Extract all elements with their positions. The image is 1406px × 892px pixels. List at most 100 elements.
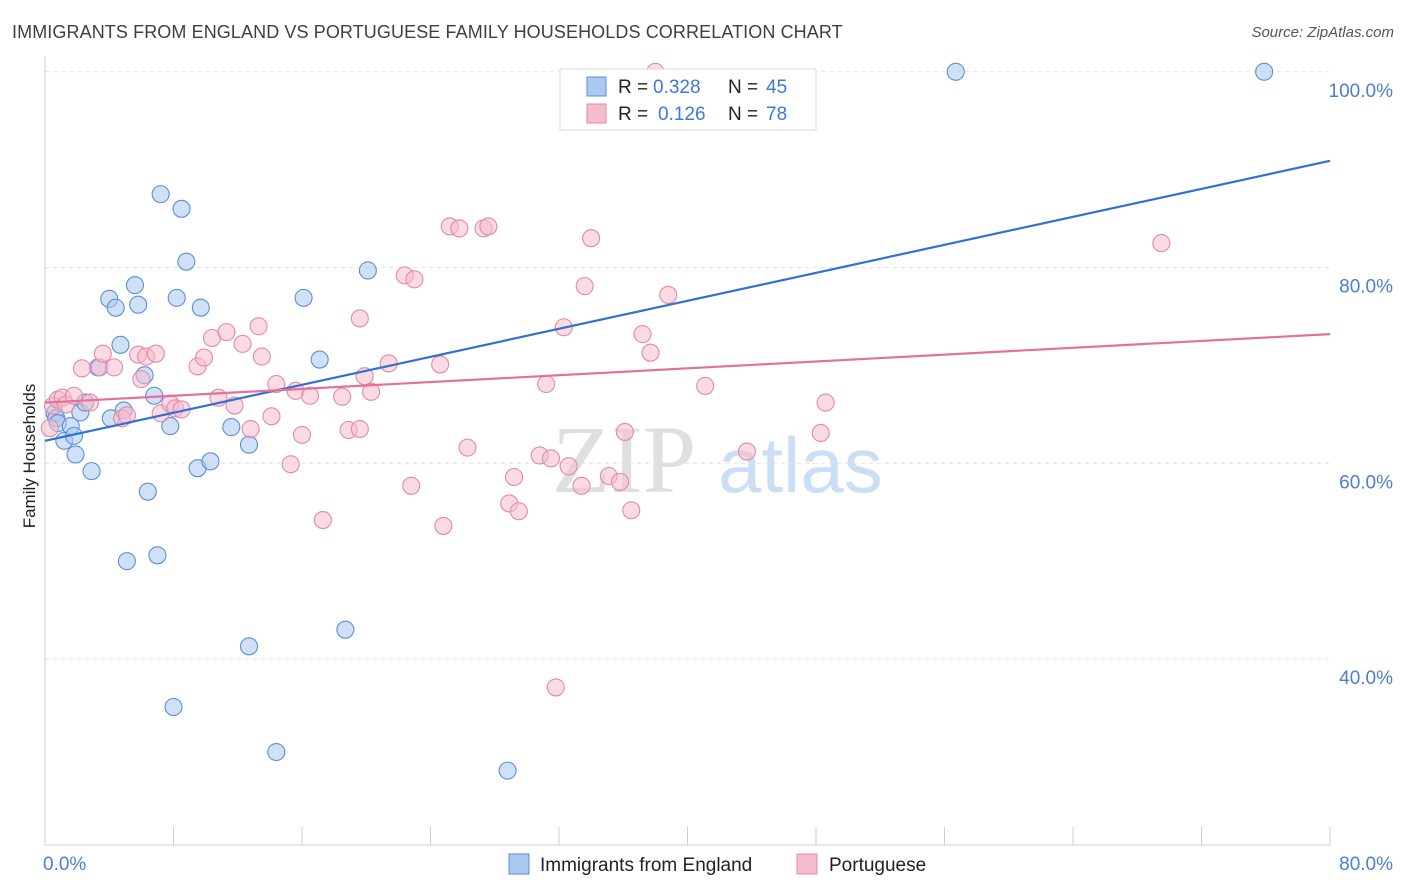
source-label: Source: ZipAtlas.com (1251, 24, 1394, 41)
point-pink-40 (350, 419, 369, 439)
point-blue-9 (82, 462, 101, 481)
point-pink-9 (93, 344, 112, 363)
trend-line-blue (44, 159, 1331, 442)
legend-r-label-pink: R = (618, 104, 653, 125)
point-pink-32 (267, 374, 286, 394)
point-blue-17 (125, 276, 144, 295)
chart-title: IMMIGRANTS FROM ENGLAND VS PORTUGUESE FA… (12, 22, 843, 42)
point-blue-22 (148, 546, 167, 565)
y-tick-label-3: 100.0% (1329, 81, 1394, 102)
y-tick-label-2: 80.0% (1339, 277, 1393, 298)
legend-n-value-pink: 78 (766, 104, 787, 125)
point-pink-33 (281, 455, 300, 474)
legend-swatch-pink (586, 103, 607, 124)
point-pink-65 (575, 277, 594, 296)
point-pink-28 (241, 419, 260, 439)
legend-r-value-pink: 0.126 (658, 104, 706, 125)
y-tick-label-1: 60.0% (1339, 472, 1393, 493)
point-pink-38 (333, 387, 352, 406)
x-tick-label-0: 0.0% (43, 854, 86, 875)
point-blue-33 (239, 435, 259, 454)
point-blue-35 (267, 742, 286, 762)
point-pink-0 (40, 419, 59, 438)
point-blue-42 (1255, 62, 1274, 81)
point-pink-63 (559, 457, 578, 476)
point-pink-46 (402, 476, 421, 495)
trend-line-pink (44, 332, 1331, 404)
point-pink-61 (546, 678, 565, 697)
trend-lines (44, 159, 1331, 442)
legend-swatch-blue (586, 76, 607, 97)
point-blue-26 (167, 288, 186, 307)
point-blue-37 (310, 350, 329, 369)
y-tick-labels: 40.0% 60.0% 80.0% 100.0% (1329, 81, 1394, 689)
legend-r-label-blue: R = (618, 77, 653, 98)
point-pink-47 (405, 270, 424, 289)
point-pink-49 (434, 516, 453, 535)
point-pink-44 (379, 354, 398, 373)
point-blue-23 (151, 185, 170, 204)
point-pink-30 (252, 347, 271, 366)
bottom-legend-swatch-blue (508, 853, 530, 875)
point-blue-34 (239, 637, 259, 656)
point-pink-69 (615, 422, 634, 442)
point-pink-36 (300, 386, 320, 405)
legend-r-value-blue: 0.328 (653, 77, 701, 98)
point-pink-7 (80, 393, 100, 412)
point-pink-57 (509, 502, 528, 521)
point-pink-16 (146, 344, 165, 363)
point-blue-27 (172, 199, 191, 218)
point-pink-66 (582, 229, 601, 248)
legend: R = 0.328 N = 45 R = 0.126 N = 78 (559, 68, 817, 131)
point-pink-29 (249, 317, 268, 336)
legend-n-label-blue: N = (728, 77, 763, 98)
point-blue-6 (66, 445, 85, 464)
point-blue-13 (106, 298, 125, 317)
legend-n-value-blue: 45 (766, 77, 787, 98)
point-pink-51 (450, 219, 469, 238)
point-pink-54 (479, 217, 498, 236)
bottom-legend-label-blue: Immigrants from England (540, 855, 752, 876)
point-blue-38 (336, 620, 355, 639)
point-blue-30 (191, 298, 210, 317)
point-pink-56 (504, 467, 524, 487)
series-blue-points (45, 62, 1274, 780)
point-blue-32 (222, 418, 241, 437)
point-pink-60 (541, 449, 561, 468)
point-pink-31 (262, 407, 281, 426)
point-pink-73 (659, 285, 678, 304)
point-pink-59 (537, 374, 556, 394)
point-blue-16 (117, 552, 136, 571)
point-blue-14 (111, 335, 130, 354)
point-pink-74 (696, 376, 715, 396)
point-pink-79 (1152, 234, 1171, 253)
point-pink-10 (105, 358, 124, 377)
axes (44, 56, 1331, 846)
watermark: ZIP atlas (552, 406, 883, 513)
x-tick-label-1: 80.0% (1339, 854, 1393, 875)
point-blue-41 (946, 62, 965, 81)
point-blue-28 (177, 252, 196, 271)
point-blue-40 (498, 761, 517, 780)
bottom-legend: Immigrants from England Portuguese (508, 853, 926, 876)
y-axis-title: Family Households (20, 384, 39, 529)
point-pink-76 (811, 423, 830, 442)
point-pink-70 (622, 501, 641, 520)
gridlines (45, 71, 1330, 660)
point-pink-48 (431, 355, 450, 374)
y-tick-label-0: 40.0% (1339, 668, 1393, 689)
series-pink-points (40, 62, 1171, 697)
point-pink-52 (458, 438, 477, 457)
watermark-atlas: atlas (718, 421, 883, 509)
point-blue-36 (294, 288, 313, 307)
x-tick-labels: 0.0% 80.0% (43, 854, 1393, 875)
point-pink-72 (641, 343, 660, 362)
point-blue-24 (161, 417, 180, 436)
point-pink-25 (217, 323, 236, 342)
point-pink-27 (233, 334, 252, 353)
point-pink-35 (292, 425, 312, 444)
point-pink-41 (350, 309, 369, 328)
point-pink-6 (72, 359, 91, 378)
point-blue-20 (138, 482, 157, 501)
